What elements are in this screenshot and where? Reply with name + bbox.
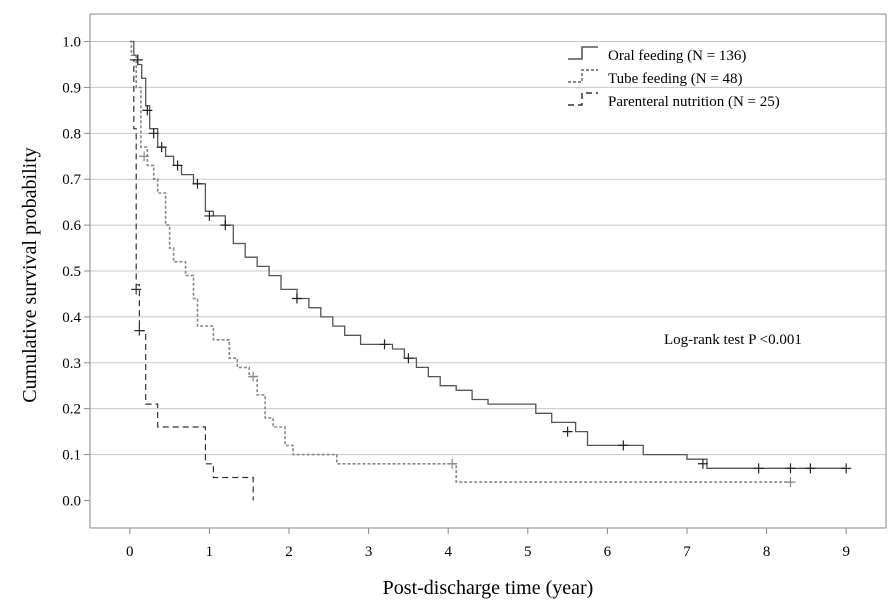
series-layer — [129, 40, 852, 501]
legend-label-tube: Tube feeding (N = 48) — [608, 71, 743, 87]
censor-mark — [204, 210, 215, 221]
censor-mark — [841, 463, 852, 474]
censor-mark — [139, 151, 150, 162]
censor-mark — [618, 440, 629, 451]
x-tick-label: 8 — [763, 544, 771, 560]
censor-mark — [785, 463, 796, 474]
y-axis-ticks: 0.0 0.1 0.2 0.3 0.4 0.5 0.6 0.7 0.8 0.9 1.0 — [62, 35, 90, 509]
censor-mark — [131, 284, 142, 295]
series-oral-feeding-curve — [129, 40, 847, 469]
legend-swatch — [568, 46, 598, 60]
y-tick-label: 0.6 — [62, 218, 81, 234]
legend-swatches — [568, 46, 598, 106]
x-tick-label: 2 — [285, 544, 293, 560]
x-tick-label: 9 — [842, 544, 850, 560]
y-tick-label: 1.0 — [62, 35, 81, 51]
x-tick-label: 6 — [604, 544, 612, 560]
series-parenteral-nutrition-curve — [129, 59, 254, 501]
x-tick-label: 4 — [444, 544, 452, 560]
y-tick-label: 0.2 — [62, 402, 81, 418]
legend-label-parenteral: Parenteral nutrition (N = 25) — [608, 94, 780, 110]
x-tick-label: 5 — [524, 544, 532, 560]
series-parenteral-nutrition — [129, 59, 254, 501]
x-tick-label: 1 — [206, 544, 214, 560]
censor-mark — [379, 339, 390, 350]
censor-mark — [134, 325, 145, 336]
x-axis-title: Post-discharge time (year) — [383, 577, 594, 599]
y-tick-label: 0.0 — [62, 493, 81, 509]
censor-mark — [447, 458, 458, 469]
y-tick-label: 0.5 — [62, 264, 81, 280]
y-tick-label: 0.7 — [62, 172, 81, 188]
series-tube-feeding — [129, 40, 796, 488]
y-tick-label: 0.4 — [62, 310, 81, 326]
censor-mark — [156, 142, 167, 153]
censor-mark — [142, 105, 153, 116]
y-tick-label: 0.3 — [62, 356, 81, 372]
censor-mark — [148, 128, 159, 139]
x-tick-label: 0 — [126, 544, 134, 560]
y-tick-label: 0.9 — [62, 80, 81, 96]
censor-mark — [805, 463, 816, 474]
censor-mark — [192, 178, 203, 189]
legend-label-oral: Oral feeding (N = 136) — [608, 48, 746, 64]
censor-mark — [753, 463, 764, 474]
censor-mark — [172, 160, 183, 171]
censor-mark — [220, 220, 231, 231]
censor-mark — [403, 353, 414, 364]
y-tick-label: 0.8 — [62, 126, 81, 142]
x-tick-label: 7 — [683, 544, 691, 560]
censor-mark — [291, 293, 302, 304]
censor-mark — [697, 458, 708, 469]
censor-mark — [562, 426, 573, 437]
legend-swatch — [568, 69, 598, 83]
censor-mark — [132, 54, 143, 65]
censor-mark — [785, 477, 796, 488]
y-tick-label: 0.1 — [62, 448, 81, 464]
y-axis-title: Cumulative survival probability — [19, 147, 41, 403]
x-axis-ticks: 0 1 2 3 4 5 6 7 8 9 — [126, 528, 850, 560]
legend: Oral feeding (N = 136) Tube feeding (N =… — [568, 46, 780, 110]
log-rank-annotation: Log-rank test P <0.001 — [664, 332, 802, 348]
x-tick-label: 3 — [365, 544, 373, 560]
series-oral-feeding — [129, 40, 852, 474]
legend-swatch — [568, 92, 598, 106]
censor-mark — [248, 371, 259, 382]
